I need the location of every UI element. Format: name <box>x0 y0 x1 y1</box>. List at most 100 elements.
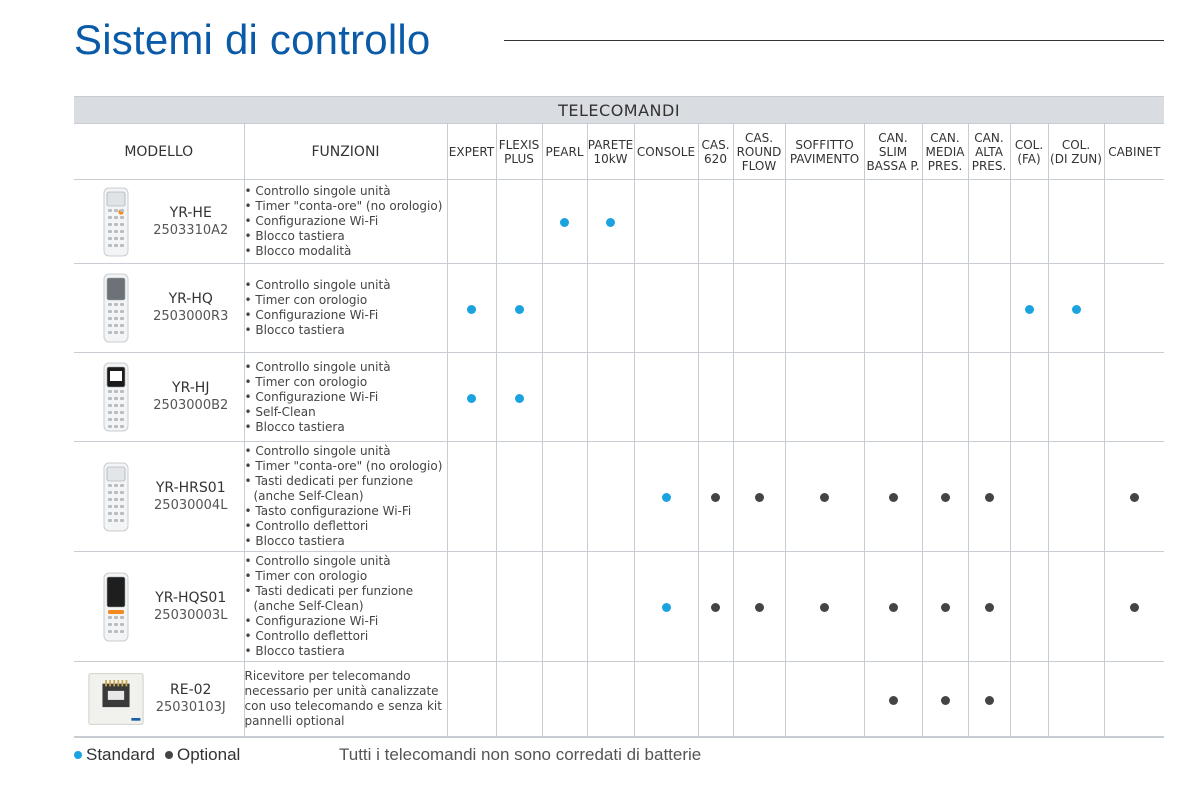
compat-cell <box>863 263 923 353</box>
header-unit-line: SOFFITTO <box>795 137 854 152</box>
receiver-re-02-icon <box>88 670 144 728</box>
model-cell: YR-HRS01 25030004L <box>74 441 245 552</box>
compat-cell <box>1009 441 1049 552</box>
standard-dot-icon <box>74 751 82 759</box>
compat-cell <box>586 352 635 442</box>
compat-cell <box>1103 441 1165 552</box>
header-unit: CAN. MEDIA PRES. <box>921 123 969 180</box>
header-unit-line: CAS. <box>701 137 730 152</box>
compat-cell <box>921 352 969 442</box>
compat-cell <box>784 352 865 442</box>
header-unit-line: MEDIA <box>925 144 965 159</box>
remote-yr-hj-icon <box>88 362 144 432</box>
header-functions: FUNZIONI <box>243 123 448 180</box>
function-item: Configurazione Wi-Fi <box>245 390 447 405</box>
optional-dot-icon <box>754 603 764 612</box>
compat-cell <box>697 551 734 662</box>
compat-cell <box>1009 661 1049 737</box>
header-unit: CONSOLE <box>633 123 699 180</box>
optional-dot-icon <box>820 603 829 612</box>
compat-cell <box>1103 551 1165 662</box>
header-model: MODELLO <box>74 123 245 180</box>
standard-dot-icon <box>661 603 671 612</box>
functions-cell: Ricevitore per telecomando necessario pe… <box>243 661 448 737</box>
model-cell: YR-HJ 2503000B2 <box>74 352 245 442</box>
header-unit-line: COL. <box>1014 137 1044 152</box>
optional-dot-icon <box>711 493 720 502</box>
header-unit-line: CAN. <box>878 130 908 145</box>
compat-cell <box>863 352 923 442</box>
header-unit: PARETE 10kW <box>586 123 635 180</box>
compat-cell <box>1103 179 1165 264</box>
model-name: YR-HRS01 <box>155 479 226 496</box>
compat-cell <box>784 551 865 662</box>
compat-cell <box>1103 263 1165 353</box>
function-item: Tasti dedicati per funzione (anche Self-… <box>245 584 447 614</box>
compat-cell <box>1009 179 1049 264</box>
optional-dot-icon <box>984 695 994 705</box>
compat-cell <box>446 179 497 264</box>
compat-cell <box>495 441 543 552</box>
header-unit-line: COL. <box>1061 137 1091 152</box>
functions-cell: Controllo singole unitàTimer "conta-ore"… <box>243 179 448 264</box>
model-code: 25030004L <box>154 497 228 513</box>
compat-cell <box>697 263 734 353</box>
header-unit-line: CAS. <box>744 130 774 145</box>
model-cell: YR-HE 2503310A2 <box>74 179 245 264</box>
function-item: Blocco tastiera <box>245 229 447 244</box>
remote-yr-he-icon <box>88 187 144 257</box>
compat-cell <box>541 352 588 442</box>
function-item: Configurazione Wi-Fi <box>245 308 447 323</box>
header-unit: FLEXIS PLUS <box>495 123 543 180</box>
optional-dot-icon <box>888 493 898 502</box>
compat-cell <box>495 352 543 442</box>
model-name: YR-HE <box>169 204 212 221</box>
function-item: Controllo deflettori <box>245 629 447 644</box>
function-item: Controllo singole unità <box>245 278 447 293</box>
bottom-rule <box>74 737 1164 738</box>
table-row: YR-HE2503310A2Controllo singole unitàTim… <box>74 179 1165 264</box>
compat-cell <box>784 179 865 264</box>
compat-cell <box>921 551 969 662</box>
compat-cell <box>697 661 734 737</box>
header-unit-line: PAVIMENTO <box>789 151 860 166</box>
compat-cell <box>1047 661 1105 737</box>
remote-controls-table: TELECOMANDI MODELLO FUNZIONI EXPERT FLEXI… <box>74 96 1165 737</box>
compat-cell <box>967 551 1011 662</box>
compat-cell <box>541 661 588 737</box>
compat-cell <box>863 179 923 264</box>
header-unit: PEARL <box>541 123 588 180</box>
page-title: Sistemi di controllo <box>74 16 431 63</box>
header-unit-line: PLUS <box>504 151 534 166</box>
header-unit-line: PRES. <box>927 158 963 173</box>
function-item: Controllo singole unità <box>245 184 447 199</box>
table-banner: TELECOMANDI <box>74 96 1165 124</box>
header-unit: SOFFITTO PAVIMENTO <box>784 123 865 180</box>
function-item: Blocco modalità <box>245 244 447 259</box>
compat-cell <box>732 661 786 737</box>
compat-cell <box>967 263 1011 353</box>
compat-cell <box>495 551 543 662</box>
table-row: YR-HJ 2503000B2 Controllo singole unitàTim… <box>74 352 1165 442</box>
functions-cell: Controllo singole unitàTimer con orologi… <box>243 352 448 442</box>
function-item: Controllo singole unità <box>245 360 447 375</box>
compat-cell <box>446 263 497 353</box>
optional-dot-icon <box>754 493 764 502</box>
model-name: RE-02 <box>170 682 212 698</box>
optional-dot-icon <box>940 493 950 502</box>
compat-cell <box>1009 352 1049 442</box>
function-item: Tasto configurazione Wi-Fi <box>245 504 447 519</box>
compat-cell <box>1103 352 1165 442</box>
compat-cell <box>541 551 588 662</box>
legend: Standard Optional <box>74 745 250 765</box>
compat-cell <box>586 441 635 552</box>
function-item: Timer "conta-ore" (no orologio) <box>245 199 447 214</box>
function-description: Ricevitore per telecomando necessario pe… <box>244 669 442 728</box>
standard-dot-icon <box>514 393 524 403</box>
table-row: YR-HQ 2503000R3 Controllo singole unitàTim… <box>74 263 1165 353</box>
header-unit-line: (DI ZUN) <box>1050 151 1102 166</box>
function-item: Controllo deflettori <box>245 519 447 534</box>
standard-dot-icon <box>1024 304 1034 314</box>
header-unit-line: PRES. <box>971 158 1007 173</box>
header-unit-line: FLOW <box>741 158 777 173</box>
